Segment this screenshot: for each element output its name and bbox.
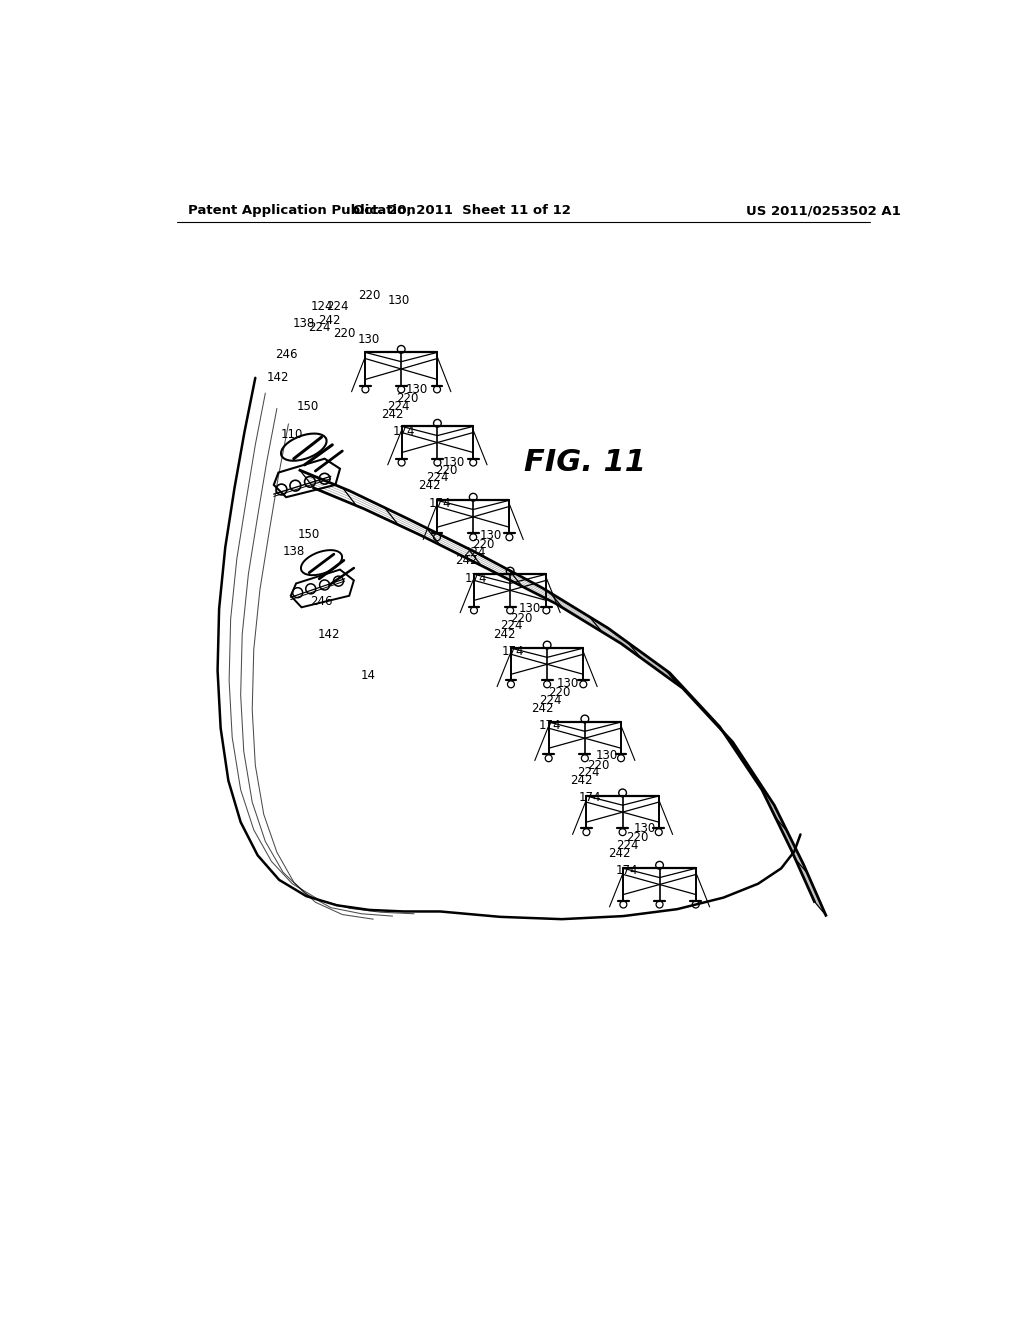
Text: 220: 220 <box>396 392 419 405</box>
Text: 130: 130 <box>442 455 465 469</box>
Text: 224: 224 <box>426 471 449 484</box>
Text: FIG. 11: FIG. 11 <box>524 447 646 477</box>
Text: 246: 246 <box>274 348 297 362</box>
Text: 224: 224 <box>616 838 638 851</box>
Text: 220: 220 <box>548 686 570 700</box>
Text: 124: 124 <box>310 300 333 313</box>
Text: 110: 110 <box>281 428 303 441</box>
Text: 150: 150 <box>297 400 318 413</box>
Text: 224: 224 <box>539 694 561 708</box>
Text: 130: 130 <box>634 822 656 834</box>
Text: 220: 220 <box>510 611 532 624</box>
Text: 174: 174 <box>616 865 638 878</box>
Text: 142: 142 <box>318 628 340 640</box>
Text: 242: 242 <box>569 774 592 787</box>
Text: 224: 224 <box>501 619 523 632</box>
Text: 224: 224 <box>387 400 410 413</box>
Text: 142: 142 <box>267 371 290 384</box>
Text: 220: 220 <box>334 327 355 341</box>
Text: 242: 242 <box>531 702 554 714</box>
Text: Oct. 20, 2011  Sheet 11 of 12: Oct. 20, 2011 Sheet 11 of 12 <box>352 205 570 218</box>
Text: 220: 220 <box>472 539 495 552</box>
Text: 174: 174 <box>539 718 561 731</box>
Text: 242: 242 <box>608 847 631 861</box>
Text: 242: 242 <box>455 554 477 566</box>
Text: 130: 130 <box>480 529 502 543</box>
Text: 174: 174 <box>392 425 415 438</box>
Text: 130: 130 <box>387 294 410 308</box>
Text: 130: 130 <box>518 602 541 615</box>
Text: 130: 130 <box>406 383 428 396</box>
Text: 242: 242 <box>418 479 440 492</box>
Text: 130: 130 <box>358 333 380 346</box>
Text: 224: 224 <box>326 300 348 313</box>
Text: 220: 220 <box>587 759 609 772</box>
Text: US 2011/0253502 A1: US 2011/0253502 A1 <box>746 205 901 218</box>
Text: Patent Application Publication: Patent Application Publication <box>188 205 416 218</box>
Text: 138: 138 <box>293 317 315 330</box>
Text: 150: 150 <box>298 528 321 541</box>
Text: 246: 246 <box>310 594 333 607</box>
Text: 130: 130 <box>595 750 617 763</box>
Text: 224: 224 <box>578 767 600 779</box>
Text: 174: 174 <box>501 644 523 657</box>
Text: 174: 174 <box>464 572 486 585</box>
Text: 242: 242 <box>493 628 515 640</box>
Text: 242: 242 <box>318 314 340 326</box>
Text: 174: 174 <box>579 791 601 804</box>
Text: 14: 14 <box>360 669 375 682</box>
Text: 174: 174 <box>429 496 452 510</box>
Text: 224: 224 <box>463 546 485 560</box>
Text: 220: 220 <box>626 832 648 843</box>
Text: 220: 220 <box>358 289 381 302</box>
Text: 138: 138 <box>283 545 305 557</box>
Text: 242: 242 <box>381 408 403 421</box>
Text: 130: 130 <box>557 677 579 690</box>
Text: 220: 220 <box>435 463 458 477</box>
Text: 224: 224 <box>308 321 331 334</box>
